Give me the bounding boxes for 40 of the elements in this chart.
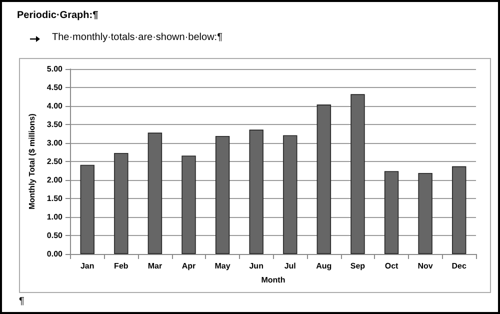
y-tick-label: 5.00 (46, 64, 64, 74)
bar (452, 166, 466, 254)
bar (148, 132, 162, 254)
bar (316, 104, 332, 254)
x-axis-title: Month (261, 276, 286, 284)
x-tick-label: Dec (452, 262, 467, 270)
bar (80, 164, 94, 254)
y-tick-label: 1.00 (46, 212, 64, 222)
y-tick-label: 3.50 (46, 120, 64, 129)
x-tick-label: Mar (148, 262, 162, 270)
y-tick-label: 0.50 (46, 231, 64, 240)
bar (114, 152, 128, 254)
x-tick-label: Feb (114, 262, 128, 270)
x-tick-label: Jun (249, 262, 264, 270)
bar (418, 172, 432, 254)
y-tick-label: 0.00 (46, 250, 64, 258)
bar (384, 171, 399, 254)
x-tick-label: Nov (418, 262, 434, 270)
bar (249, 130, 264, 254)
text: ¶ (19, 296, 24, 307)
y-axis-title: Monthly Total ($ millions) (28, 113, 36, 210)
x-tick-label: May (214, 262, 231, 270)
x-tick-label: Jul (284, 262, 296, 270)
y-tick-label: 2.50 (46, 157, 64, 166)
chart-title: Periodic·Graph:¶ (17, 10, 98, 21)
bar (350, 94, 365, 254)
y-tick-label: 4.00 (46, 102, 64, 110)
x-tick-label: Apr (182, 262, 196, 270)
bar (283, 135, 298, 254)
x-tick-label: Oct (384, 262, 399, 270)
y-tick-label: 1.50 (46, 194, 64, 203)
bar (215, 136, 230, 254)
y-tick-label: 2.00 (46, 176, 64, 184)
x-tick-label: Sep (350, 262, 366, 270)
y-tick-label: 4.50 (46, 83, 64, 92)
y-tick-label: 3.00 (46, 138, 64, 148)
chart-subtitle: The·monthly·totals·are·shown·below:¶ (52, 32, 222, 43)
bar (182, 156, 196, 254)
x-tick-label: Jan (80, 262, 94, 270)
x-tick-label: Aug (316, 262, 332, 270)
